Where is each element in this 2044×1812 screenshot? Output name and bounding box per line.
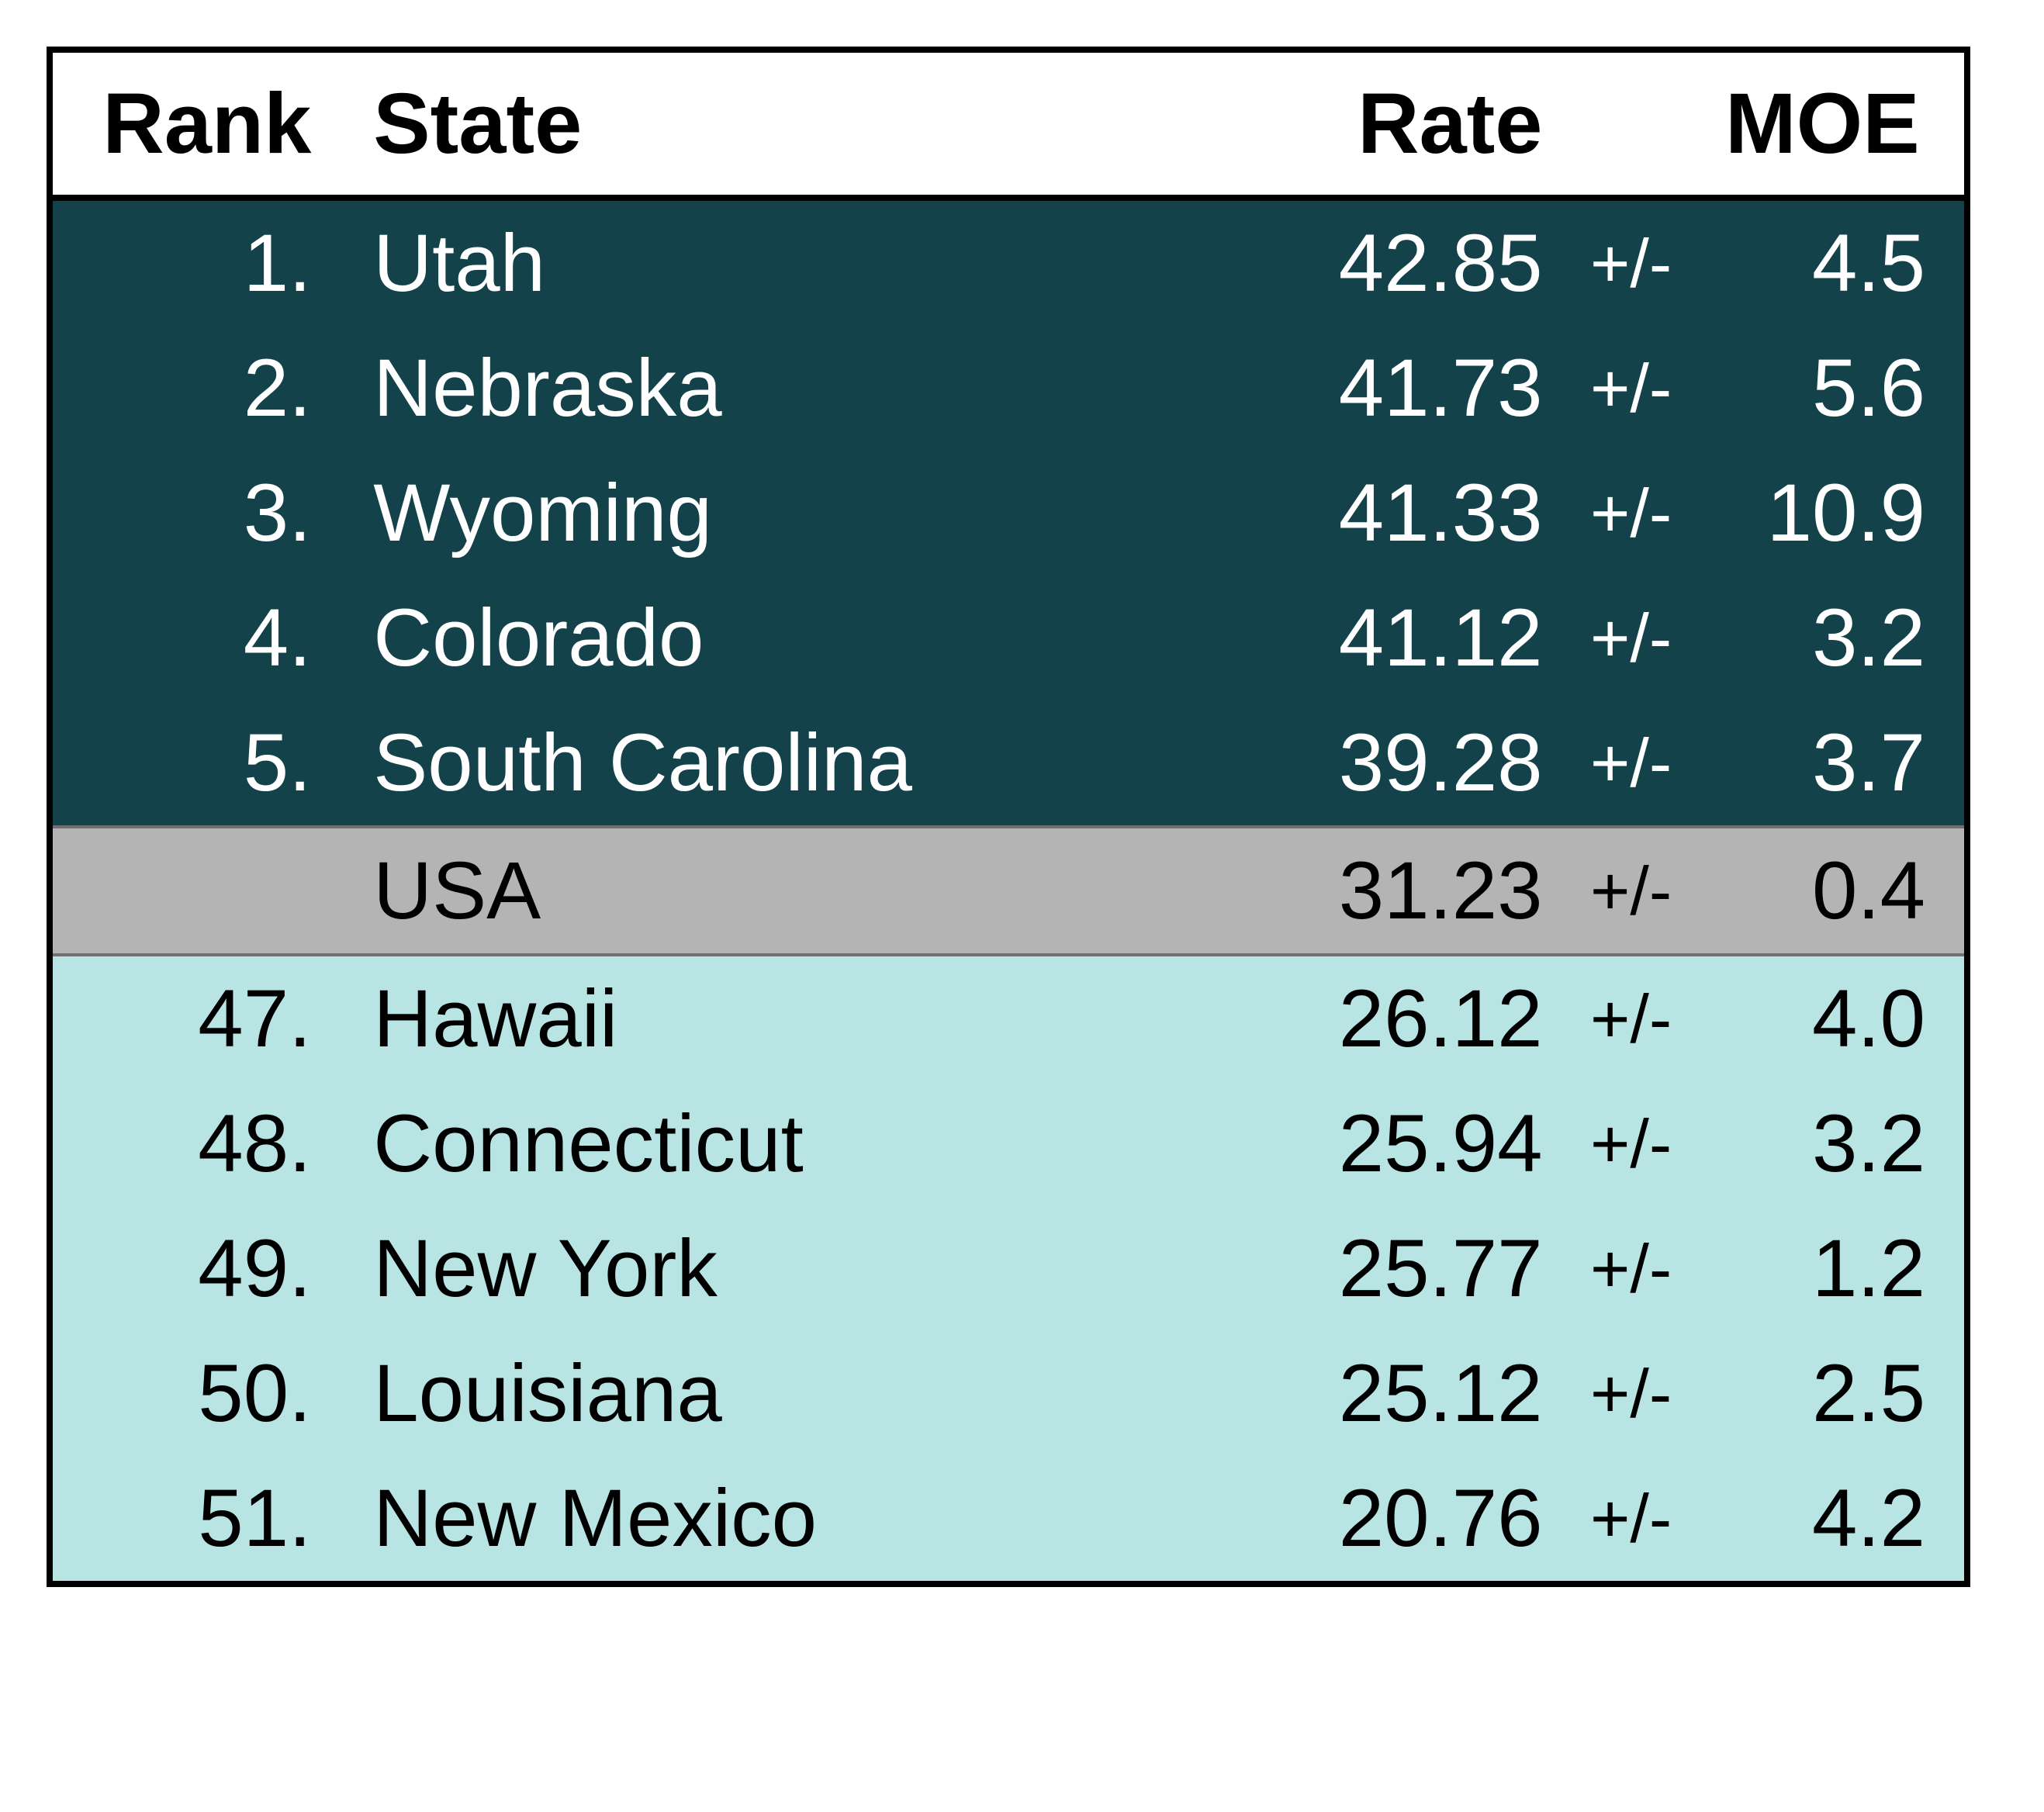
- cell-rank: 50.: [50, 1331, 358, 1456]
- cell-pm: +/-: [1558, 700, 1704, 827]
- cell-state: Connecticut: [358, 1081, 1217, 1206]
- cell-pm: +/-: [1558, 1456, 1704, 1584]
- table-header-row: Rank State Rate MOE: [50, 50, 1967, 198]
- cell-rate: 25.94: [1217, 1081, 1558, 1206]
- cell-rate: 26.12: [1217, 955, 1558, 1081]
- cell-rate: 25.77: [1217, 1206, 1558, 1331]
- col-header-state: State: [358, 50, 1217, 198]
- cell-pm: +/-: [1558, 1081, 1704, 1206]
- table-row: 3. Wyoming 41.33 +/- 10.9: [50, 451, 1967, 576]
- cell-moe: 5.6: [1704, 326, 1967, 451]
- cell-state: Colorado: [358, 576, 1217, 700]
- cell-moe: 2.5: [1704, 1331, 1967, 1456]
- table-row: 48. Connecticut 25.94 +/- 3.2: [50, 1081, 1967, 1206]
- cell-state: Hawaii: [358, 955, 1217, 1081]
- cell-moe: 4.5: [1704, 198, 1967, 326]
- cell-state: Wyoming: [358, 451, 1217, 576]
- col-header-moe: MOE: [1704, 50, 1967, 198]
- cell-state: Utah: [358, 198, 1217, 326]
- cell-rate: 41.33: [1217, 451, 1558, 576]
- cell-rank: 2.: [50, 326, 358, 451]
- cell-rank: 51.: [50, 1456, 358, 1584]
- cell-rank: 1.: [50, 198, 358, 326]
- cell-pm: +/-: [1558, 955, 1704, 1081]
- table-row: 51. New Mexico 20.76 +/- 4.2: [50, 1456, 1967, 1584]
- col-header-rank: Rank: [50, 50, 358, 198]
- cell-state: Nebraska: [358, 326, 1217, 451]
- cell-state: New York: [358, 1206, 1217, 1331]
- cell-rate: 25.12: [1217, 1331, 1558, 1456]
- cell-moe: 4.2: [1704, 1456, 1967, 1584]
- state-rate-table: Rank State Rate MOE 1. Utah 42.85 +/- 4.…: [47, 47, 1970, 1587]
- cell-moe: 0.4: [1704, 827, 1967, 955]
- table-row: 5. South Carolina 39.28 +/- 3.7: [50, 700, 1967, 827]
- cell-pm: +/-: [1558, 326, 1704, 451]
- cell-moe: 4.0: [1704, 955, 1967, 1081]
- cell-pm: +/-: [1558, 1331, 1704, 1456]
- cell-pm: +/-: [1558, 576, 1704, 700]
- table-row: 49. New York 25.77 +/- 1.2: [50, 1206, 1967, 1331]
- cell-moe: 3.2: [1704, 1081, 1967, 1206]
- cell-rank: 48.: [50, 1081, 358, 1206]
- table-row: 2. Nebraska 41.73 +/- 5.6: [50, 326, 1967, 451]
- cell-rank: 5.: [50, 700, 358, 827]
- cell-rank: 49.: [50, 1206, 358, 1331]
- cell-moe: 3.2: [1704, 576, 1967, 700]
- col-header-pm: [1558, 50, 1704, 198]
- cell-rank: 3.: [50, 451, 358, 576]
- cell-state: New Mexico: [358, 1456, 1217, 1584]
- cell-pm: +/-: [1558, 198, 1704, 326]
- table-row: 4. Colorado 41.12 +/- 3.2: [50, 576, 1967, 700]
- cell-pm: +/-: [1558, 827, 1704, 955]
- cell-rank: 4.: [50, 576, 358, 700]
- cell-rate: 39.28: [1217, 700, 1558, 827]
- cell-moe: 3.7: [1704, 700, 1967, 827]
- cell-rank: 47.: [50, 955, 358, 1081]
- cell-pm: +/-: [1558, 1206, 1704, 1331]
- cell-rate: 31.23: [1217, 827, 1558, 955]
- cell-moe: 1.2: [1704, 1206, 1967, 1331]
- table-row: 47. Hawaii 26.12 +/- 4.0: [50, 955, 1967, 1081]
- col-header-rate: Rate: [1217, 50, 1558, 198]
- table-row: 50. Louisiana 25.12 +/- 2.5: [50, 1331, 1967, 1456]
- cell-pm: +/-: [1558, 451, 1704, 576]
- cell-rate: 41.73: [1217, 326, 1558, 451]
- cell-state: Louisiana: [358, 1331, 1217, 1456]
- table-row-summary: USA 31.23 +/- 0.4: [50, 827, 1967, 955]
- table-row: 1. Utah 42.85 +/- 4.5: [50, 198, 1967, 326]
- cell-rate: 41.12: [1217, 576, 1558, 700]
- cell-rate: 20.76: [1217, 1456, 1558, 1584]
- cell-state: South Carolina: [358, 700, 1217, 827]
- cell-state: USA: [358, 827, 1217, 955]
- cell-moe: 10.9: [1704, 451, 1967, 576]
- cell-rank: [50, 827, 358, 955]
- cell-rate: 42.85: [1217, 198, 1558, 326]
